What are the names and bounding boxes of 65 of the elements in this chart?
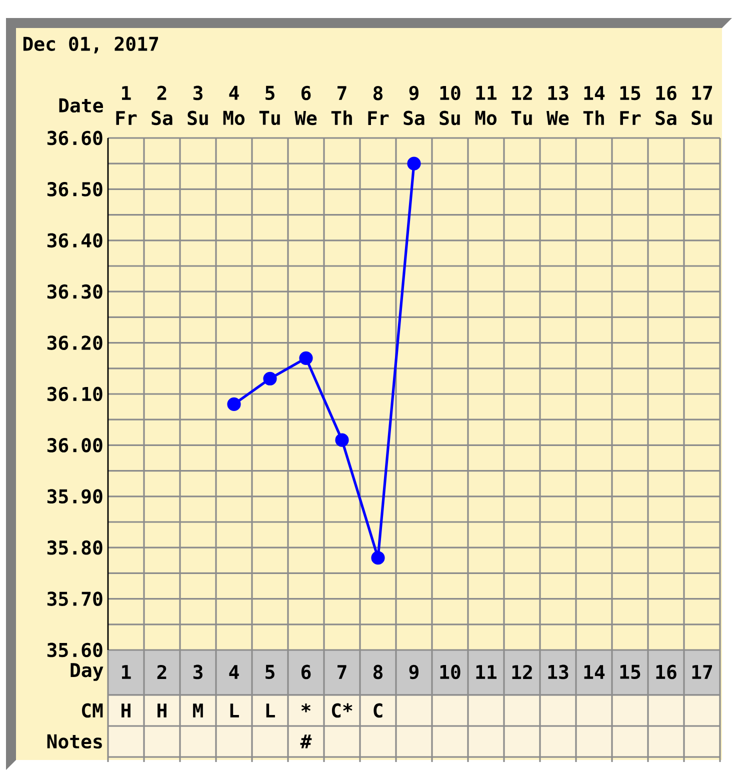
- x2-tick-label: 2 Sa: [152, 86, 172, 126]
- x-tick-label: 16: [656, 664, 676, 680]
- point: [227, 397, 241, 412]
- x2-tick-label: 11 Mo: [475, 86, 497, 126]
- point: [371, 551, 385, 565]
- y-tick-label: 36.60: [47, 130, 102, 146]
- x-tick-label: 9: [409, 664, 418, 680]
- x-axis-title: Day: [70, 663, 104, 681]
- x-tick-label: 1: [122, 665, 131, 679]
- text: L: [266, 704, 275, 718]
- x2-tick-label: 8 Fr: [368, 86, 389, 126]
- x2-tick-label: 15 Fr: [620, 86, 641, 125]
- x-tick-label: 12: [512, 664, 532, 680]
- x-tick-label: 5: [266, 664, 274, 680]
- y-tick-label: 36.10: [47, 386, 102, 402]
- x2-tick-label: 14 Th: [583, 86, 605, 125]
- x-tick-label: 6: [301, 664, 311, 680]
- x2-tick-label: 13 We: [546, 86, 569, 126]
- text: #: [300, 734, 312, 748]
- y-tick-label: 36.20: [47, 336, 102, 350]
- point: [263, 372, 277, 386]
- x2-tick-label: 4 Mo: [223, 86, 245, 126]
- y-tick-label: 36.00: [47, 438, 102, 452]
- x-tick-label: 8: [373, 664, 383, 680]
- x2-tick-label: 6 We: [294, 86, 317, 126]
- x2-tick-label: 16 Sa: [656, 86, 676, 126]
- x2-tick-label: 17 Su: [692, 86, 712, 126]
- text: H: [122, 704, 130, 718]
- y-tick-label: 35.80: [47, 540, 102, 555]
- chart-title: Dec 01, 2017: [23, 36, 158, 54]
- x2-tick-label: 9 Sa: [404, 86, 424, 126]
- text: C*: [332, 703, 352, 718]
- x-tick-label: 17: [692, 665, 712, 679]
- y-tick-label: 35.90: [47, 489, 102, 504]
- x2-tick-label: 12 Tu: [511, 86, 532, 126]
- y-tick-label: 36.30: [47, 284, 102, 299]
- x2-tick-label: 7 Th: [331, 86, 352, 125]
- y-tick-label: Notes: [47, 734, 102, 749]
- text: *: [301, 703, 311, 712]
- x-tick-label: 14: [584, 665, 605, 679]
- y-tick-label: 35.70: [47, 592, 102, 606]
- text: M: [193, 704, 203, 718]
- text: L: [230, 704, 239, 718]
- y-tick-label: CM: [82, 703, 103, 718]
- x-tick-label: 3: [193, 664, 202, 680]
- y-tick-label: 35.60: [47, 642, 102, 658]
- x2-tick-label: 1 Fr: [116, 86, 137, 125]
- x-tick-label: 10: [440, 664, 460, 680]
- x-tick-label: 11: [476, 665, 497, 679]
- y-tick-label: 36.50: [47, 182, 102, 196]
- point: [299, 351, 313, 365]
- x-tick-label: 13: [548, 664, 568, 680]
- x-tick-label: 4: [229, 665, 239, 679]
- x-tick-label: 7: [338, 665, 346, 679]
- x-tick-label: 15: [620, 664, 640, 680]
- x2-tick-label: 5 Tu: [259, 86, 280, 126]
- text: H: [158, 704, 166, 718]
- y-tick-label: 36.40: [47, 233, 102, 248]
- text: C: [374, 703, 382, 718]
- point: [335, 433, 349, 447]
- x-tick-label: 2: [157, 664, 166, 680]
- x2-tick-label: 10 Su: [440, 86, 460, 126]
- point: [407, 156, 421, 170]
- x2-axis-title: Date: [59, 98, 104, 113]
- x2-tick-label: 3 Su: [188, 86, 208, 126]
